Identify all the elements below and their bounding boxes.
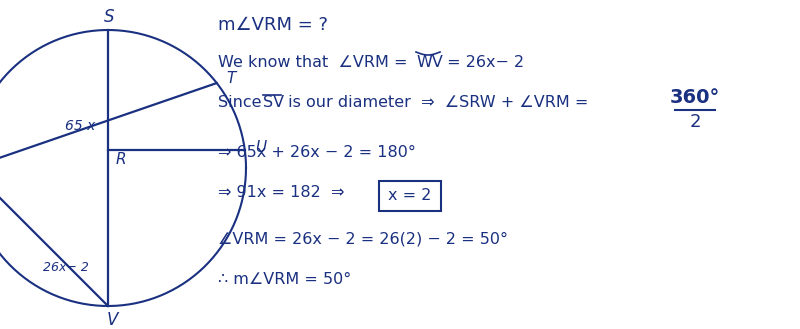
Text: is our diameter  ⇒  ∠SRW + ∠VRM =: is our diameter ⇒ ∠SRW + ∠VRM = bbox=[283, 95, 594, 110]
Text: V: V bbox=[106, 311, 118, 329]
Text: Since: Since bbox=[218, 95, 266, 110]
FancyBboxPatch shape bbox=[379, 181, 441, 211]
Text: 2: 2 bbox=[690, 113, 701, 131]
Text: U: U bbox=[255, 139, 266, 155]
Text: ∠VRM = 26x − 2 = 26(2) − 2 = 50°: ∠VRM = 26x − 2 = 26(2) − 2 = 50° bbox=[218, 232, 508, 247]
Text: ⇒ 65x + 26x − 2 = 180°: ⇒ 65x + 26x − 2 = 180° bbox=[218, 145, 416, 160]
Text: WV: WV bbox=[416, 55, 443, 70]
Text: ⇒ 91x = 182  ⇒: ⇒ 91x = 182 ⇒ bbox=[218, 185, 350, 200]
Text: R: R bbox=[116, 153, 126, 167]
Text: T: T bbox=[226, 70, 236, 86]
Text: S: S bbox=[104, 8, 114, 26]
Text: SV: SV bbox=[263, 95, 284, 110]
Text: = 26x− 2: = 26x− 2 bbox=[442, 55, 524, 70]
Text: m∠VRM = ?: m∠VRM = ? bbox=[218, 16, 328, 34]
Text: We know that  ∠VRM =: We know that ∠VRM = bbox=[218, 55, 413, 70]
Text: 26x− 2: 26x− 2 bbox=[43, 261, 89, 274]
Text: 65 x: 65 x bbox=[65, 119, 95, 133]
Text: x = 2: x = 2 bbox=[388, 189, 432, 204]
Text: 360°: 360° bbox=[670, 88, 720, 107]
Text: ∴ m∠VRM = 50°: ∴ m∠VRM = 50° bbox=[218, 272, 351, 287]
